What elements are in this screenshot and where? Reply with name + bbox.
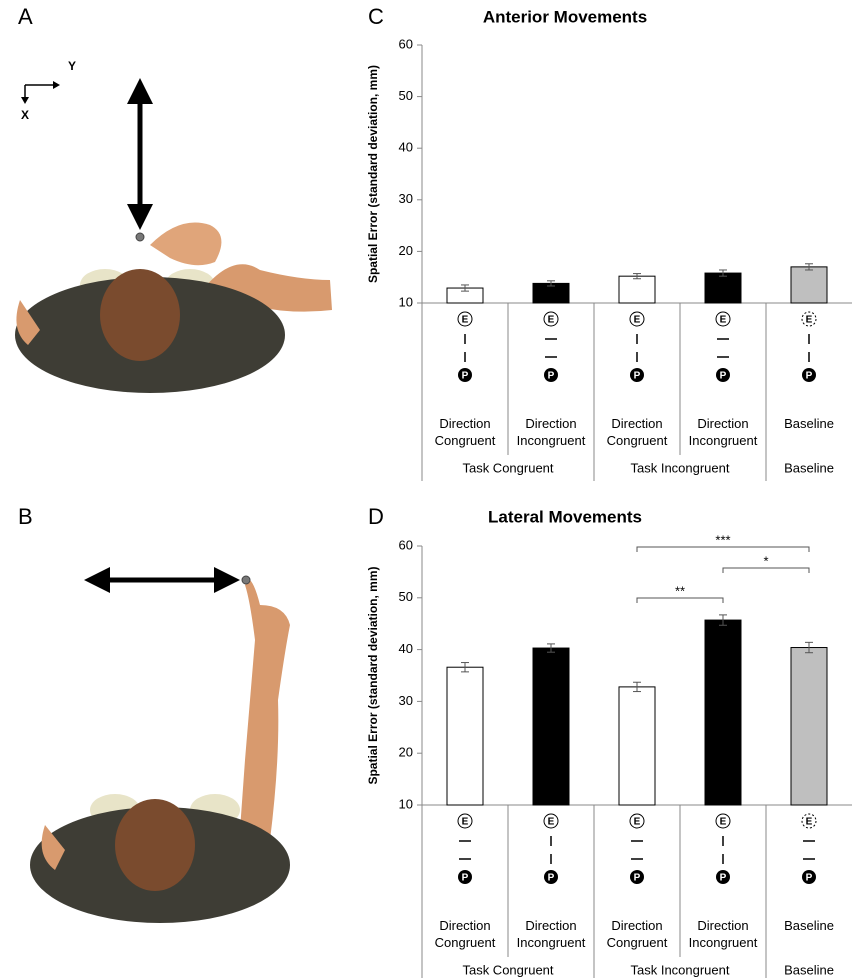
icon-letter: E	[806, 315, 813, 326]
bar	[791, 267, 827, 303]
group-label: Baseline	[784, 460, 834, 475]
icon-letter: P	[462, 873, 469, 884]
y-tick-label: 30	[399, 693, 413, 708]
x-tick-label: Direction Congruent	[422, 415, 508, 449]
icon-letter: P	[548, 371, 555, 382]
x-tick-label: Direction Congruent	[594, 415, 680, 449]
panel-label: C	[368, 4, 384, 29]
x-tick-label: Direction Incongruent	[680, 917, 766, 951]
icon-letter: E	[634, 315, 641, 326]
group-label: Task Incongruent	[630, 460, 729, 475]
group-label: Task Congruent	[462, 460, 553, 475]
chart-title: Lateral Movements	[488, 507, 642, 526]
icon-letter: P	[806, 371, 813, 382]
category-label-box: Direction Incongruent	[680, 415, 766, 455]
significance-bracket	[637, 547, 809, 552]
group-label: Baseline	[784, 962, 834, 977]
icon-letter: P	[806, 873, 813, 884]
y-tick-label: 60	[399, 36, 413, 51]
icon-letter: P	[720, 371, 727, 382]
bar	[705, 273, 741, 303]
group-label: Task Congruent	[462, 962, 553, 977]
icon-letter: E	[462, 817, 469, 828]
category-label-box: Direction Incongruent	[508, 415, 594, 455]
icon-letter: E	[548, 315, 555, 326]
category-label-box: Direction Incongruent	[680, 917, 766, 957]
direction-icon: EP	[544, 312, 558, 382]
icon-letter: P	[634, 873, 641, 884]
direction-icon: EP	[630, 814, 644, 884]
y-tick-label: 60	[399, 537, 413, 552]
y-tick-label: 30	[399, 191, 413, 206]
x-tick-label: Direction Incongruent	[680, 415, 766, 449]
x-tick-label: Direction Incongruent	[508, 917, 594, 951]
category-label-box: Baseline	[766, 917, 852, 957]
illustration-b	[30, 567, 290, 923]
bar	[619, 687, 655, 805]
icon-letter: E	[462, 315, 469, 326]
y-axis-title: Spatial Error (standard deviation, mm)	[366, 65, 380, 283]
axis-legend: X	[21, 108, 29, 122]
y-tick-label: 40	[399, 641, 413, 656]
significance-label: **	[675, 583, 685, 598]
x-tick-label: Direction Congruent	[594, 917, 680, 951]
significance-label: *	[763, 553, 768, 568]
icon-letter: E	[720, 817, 727, 828]
axis-legend: Y	[68, 59, 76, 73]
direction-icon: EP	[802, 814, 816, 884]
bar	[619, 276, 655, 303]
bar	[705, 620, 741, 805]
icon-letter: E	[720, 315, 727, 326]
icon-letter: P	[548, 873, 555, 884]
significance-bracket	[637, 598, 723, 603]
icon-letter: P	[634, 371, 641, 382]
icon-letter: E	[548, 817, 555, 828]
chart-title: Anterior Movements	[483, 7, 647, 26]
direction-icon: EP	[716, 814, 730, 884]
direction-icon: EP	[802, 312, 816, 382]
significance-bracket	[723, 568, 809, 573]
direction-icon: EP	[630, 312, 644, 382]
y-tick-label: 50	[399, 589, 413, 604]
category-label-box: Direction Congruent	[594, 415, 680, 455]
panel-label: A	[18, 4, 33, 29]
bar	[447, 667, 483, 805]
icon-letter: P	[462, 371, 469, 382]
illustration-a	[15, 78, 332, 393]
x-tick-label: Direction Incongruent	[508, 415, 594, 449]
icon-letter: E	[634, 817, 641, 828]
category-label-box: Direction Congruent	[422, 917, 508, 957]
group-label: Task Incongruent	[630, 962, 729, 977]
panel-label: D	[368, 504, 384, 529]
y-tick-label: 20	[399, 745, 413, 760]
direction-icon: EP	[458, 312, 472, 382]
y-tick-label: 10	[399, 294, 413, 309]
y-tick-label: 50	[399, 88, 413, 103]
category-label-box: Direction Congruent	[594, 917, 680, 957]
y-tick-label: 20	[399, 243, 413, 258]
icon-letter: P	[720, 873, 727, 884]
y-tick-label: 10	[399, 796, 413, 811]
bar	[533, 648, 569, 805]
category-label-box: Baseline	[766, 415, 852, 455]
y-tick-label: 40	[399, 140, 413, 155]
panel-label: B	[18, 504, 33, 529]
x-tick-label: Direction Congruent	[422, 917, 508, 951]
x-tick-label: Baseline	[766, 415, 852, 432]
significance-label: ***	[715, 532, 730, 547]
category-label-box: Direction Incongruent	[508, 917, 594, 957]
y-axis-title: Spatial Error (standard deviation, mm)	[366, 566, 380, 784]
icon-letter: E	[806, 817, 813, 828]
direction-icon: EP	[716, 312, 730, 382]
category-label-box: Direction Congruent	[422, 415, 508, 455]
figure: A B C D Y X Anterior Movements Spatial Er…	[0, 0, 852, 978]
direction-icon: EP	[458, 814, 472, 884]
x-tick-label: Baseline	[766, 917, 852, 934]
bar	[791, 648, 827, 805]
direction-icon: EP	[544, 814, 558, 884]
